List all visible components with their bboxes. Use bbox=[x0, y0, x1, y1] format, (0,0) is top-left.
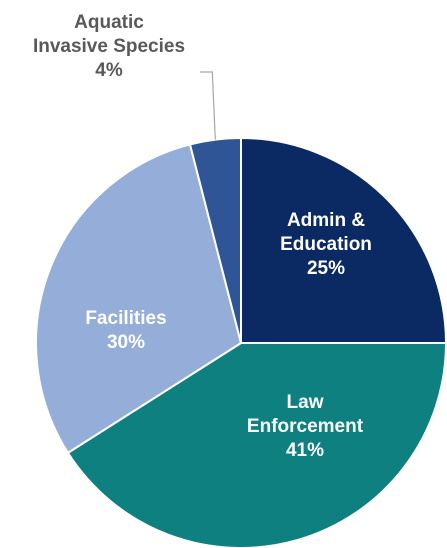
slice-name: Enforcement bbox=[247, 416, 364, 437]
pie-slice-admin-education bbox=[240, 136, 447, 344]
slice-label: Aquatic Invasive Species 4% bbox=[33, 12, 185, 81]
pie-slice-law-enforcement bbox=[66, 342, 447, 548]
slice-label: Admin & Education 25% bbox=[280, 210, 372, 279]
slice-name: Admin & bbox=[287, 210, 365, 231]
slice-name: Aquatic bbox=[74, 12, 144, 33]
slice-labels: Admin & Education 25% Law Enforcement 41% Faci… bbox=[33, 12, 372, 461]
slice-percent: 25% bbox=[307, 258, 345, 279]
pie-slices bbox=[35, 136, 447, 548]
slice-label: Facilities 30% bbox=[85, 308, 166, 353]
slice-percent: 41% bbox=[286, 440, 324, 461]
slice-name: Law bbox=[287, 392, 324, 413]
slice-percent: 30% bbox=[107, 332, 145, 353]
pie-slice-facilities bbox=[35, 143, 243, 455]
slice-percent: 4% bbox=[95, 60, 123, 81]
slice-name: Invasive Species bbox=[33, 36, 185, 57]
pie-slice-aquatic-invasive-species bbox=[188, 136, 242, 344]
slice-name: Education bbox=[280, 234, 372, 255]
slice-label: Law Enforcement 41% bbox=[247, 392, 364, 461]
leader-lines bbox=[200, 71, 216, 140]
slice-name: Facilities bbox=[85, 308, 166, 329]
leader-line bbox=[200, 71, 216, 140]
